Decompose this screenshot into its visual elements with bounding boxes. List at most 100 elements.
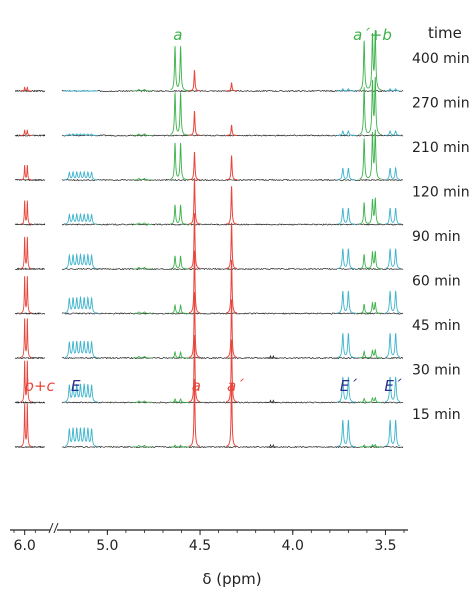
baseline-trace (61, 401, 404, 404)
spectrum-row (15, 129, 404, 182)
peak-a-prime (225, 222, 238, 270)
peak-a-prime-b (359, 129, 382, 180)
peak-b-c (20, 164, 33, 181)
peak-annotation: E´ (384, 377, 401, 395)
peak-a-red (188, 378, 201, 447)
peak-b-c (20, 360, 33, 403)
peak-a-green (170, 255, 189, 270)
peak-a-green (170, 46, 189, 92)
axis-break-mark (53, 522, 59, 534)
spectrum-row (14, 76, 404, 137)
peak-minor (133, 133, 152, 136)
peak-a-green (170, 444, 189, 448)
peak-trace (266, 443, 278, 448)
time-label: 60 min (412, 274, 461, 290)
baseline-trace (61, 134, 404, 137)
peak-E-prime (337, 207, 356, 225)
peak-minor (133, 267, 152, 270)
peak-trace (266, 354, 278, 359)
spectrum-row (14, 29, 404, 93)
peak-a-green (170, 92, 189, 136)
peak-E-prime (385, 333, 401, 358)
baseline-trace (61, 445, 404, 449)
peak-annotation: a (192, 377, 201, 395)
peak-a-prime-b (359, 301, 382, 314)
peak-a-green (170, 204, 189, 225)
peak-a-prime (225, 339, 238, 403)
baseline-trace (14, 312, 46, 315)
spectrum-row (15, 213, 404, 271)
axis-break-mark (48, 522, 54, 534)
peak-a-prime-b (359, 443, 382, 448)
peak-a-green (170, 142, 189, 181)
spectrum-row (14, 178, 404, 226)
time-label: 210 min (412, 140, 470, 156)
peak-trace (266, 399, 278, 403)
peak-a-prime (225, 186, 238, 225)
peak-annotation: E´ (340, 377, 357, 395)
baseline-trace (61, 267, 404, 271)
peak-E (64, 212, 98, 225)
peak-a-prime (225, 155, 238, 181)
spectrum-row (14, 292, 404, 360)
peak-E-prime (385, 166, 401, 181)
peak-a-red (188, 151, 201, 181)
peak-E (64, 340, 98, 359)
peak-a-red (188, 178, 201, 225)
time-label: 15 min (412, 407, 461, 423)
peak-E (64, 383, 98, 403)
time-label: 120 min (412, 185, 470, 201)
peak-minor (133, 445, 152, 448)
time-label: 400 min (412, 51, 470, 67)
x-axis: 6.0 5.0 4.5 4.0 3.5 (10, 522, 408, 554)
peak-E-prime (337, 130, 356, 136)
peak-a-green (170, 350, 189, 359)
peak-minor (133, 178, 152, 181)
peak-a-green (170, 398, 189, 403)
peak-E-prime (385, 248, 401, 269)
labels-layer: 400 min 270 min 210 min 120 min 90 min 60 min… (24, 26, 469, 423)
time-label: 90 min (412, 229, 461, 245)
peak-a-prime-b (359, 250, 382, 270)
baseline-trace (14, 356, 46, 360)
peak-E-prime (337, 88, 356, 92)
peak-minor (133, 311, 152, 314)
peak-a-prime-b (359, 197, 382, 225)
peak-b-c (20, 276, 33, 314)
peak-a-prime-b (359, 348, 382, 359)
peak-E-prime (337, 419, 356, 448)
baseline-trace (61, 356, 404, 360)
peak-minor (133, 400, 152, 403)
peak-a-prime-b (359, 396, 382, 403)
peak-E-prime (385, 88, 401, 92)
peak-E-prime (385, 130, 401, 136)
peak-b-c (20, 236, 33, 270)
time-label: 270 min (412, 96, 470, 112)
baseline-trace (14, 401, 46, 405)
peak-a-red (188, 111, 201, 136)
peak-E (64, 427, 98, 447)
peak-annotation: E (71, 377, 81, 395)
peak-a-prime (225, 82, 238, 92)
peak-E (64, 252, 98, 270)
peak-b-c (20, 86, 33, 92)
x-axis-title: δ (ppm) (202, 570, 261, 588)
x-tick-label: 6.0 (14, 538, 36, 554)
peak-annotation: a´+b (353, 26, 392, 44)
peak-E-prime (385, 207, 401, 225)
peak-minor (133, 222, 152, 225)
peak-E-prime (385, 419, 401, 447)
legend-title: time (428, 24, 462, 42)
peak-E (64, 133, 98, 136)
x-tick-label: 4.5 (189, 538, 211, 554)
baseline-trace (61, 178, 404, 182)
x-tick-label: 4.0 (282, 538, 304, 554)
spectrum-row (14, 250, 404, 315)
peak-E-prime (337, 333, 356, 359)
peak-a-red (188, 250, 201, 314)
peak-a-prime (225, 124, 238, 136)
peak-E-prime (337, 376, 356, 403)
peak-b-c (20, 129, 33, 136)
peak-annotation: b+c (24, 377, 55, 395)
